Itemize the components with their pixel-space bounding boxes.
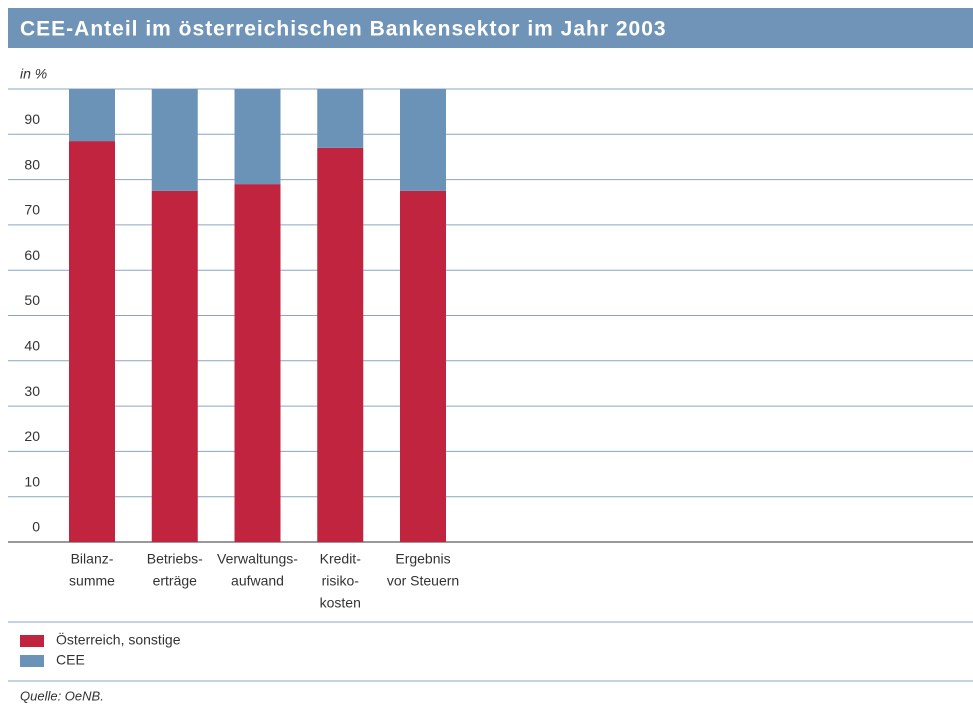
chart-title: CEE-Anteil im österreichischen Bankensek… bbox=[20, 18, 667, 41]
y-tick-label: 80 bbox=[24, 156, 40, 172]
x-tick-label: Verwaltungs- bbox=[217, 551, 298, 567]
y-tick-label: 90 bbox=[24, 111, 40, 127]
bar-segment bbox=[234, 89, 281, 185]
x-tick-label: erträge bbox=[153, 573, 198, 589]
y-axis-label: in % bbox=[20, 66, 47, 82]
y-tick-label: 70 bbox=[24, 202, 40, 218]
legend-swatch bbox=[20, 635, 44, 647]
bar-segment bbox=[69, 89, 115, 142]
legend-label: Österreich, sonstige bbox=[56, 631, 181, 648]
bar-segment bbox=[151, 190, 198, 543]
legend-swatch bbox=[20, 655, 44, 667]
x-tick-label: Betriebs- bbox=[147, 551, 203, 567]
x-tick-label: Bilanz- bbox=[71, 551, 114, 567]
y-tick-label: 10 bbox=[24, 473, 40, 489]
source: Quelle: OeNB. bbox=[20, 688, 104, 703]
bar-segment bbox=[69, 141, 115, 542]
bar-segment bbox=[151, 89, 198, 191]
y-tick-label: 40 bbox=[24, 338, 40, 354]
y-tick-label: 30 bbox=[24, 383, 40, 399]
x-tick-label: risiko- bbox=[322, 573, 360, 589]
y-tick-label: 60 bbox=[24, 247, 40, 263]
title-banner bbox=[8, 8, 973, 48]
y-tick-label: 0 bbox=[32, 519, 40, 535]
x-tick-label: Kredit- bbox=[320, 551, 362, 567]
legend-label: CEE bbox=[56, 652, 85, 668]
bar-segment bbox=[317, 89, 364, 148]
bar-segment bbox=[234, 184, 281, 542]
x-tick-label: aufwand bbox=[231, 573, 284, 589]
y-tick-label: 50 bbox=[24, 292, 40, 308]
x-tick-label: Ergebnis bbox=[395, 551, 450, 567]
bar-segment bbox=[400, 190, 446, 543]
y-tick-label: 20 bbox=[24, 428, 40, 444]
bar-segment bbox=[400, 89, 446, 191]
x-tick-label: vor Steuern bbox=[387, 573, 459, 589]
x-tick-label: summe bbox=[69, 573, 115, 589]
x-tick-label: kosten bbox=[320, 595, 361, 611]
bar-segment bbox=[317, 147, 364, 542]
